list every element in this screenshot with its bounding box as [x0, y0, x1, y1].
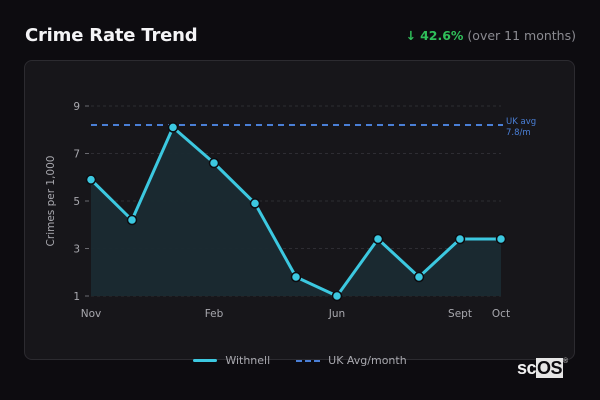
x-tick-label: Nov — [81, 308, 102, 320]
dashed-line-swatch-icon — [296, 359, 321, 362]
x-tick-label: Feb — [205, 308, 224, 320]
trend-period: (over 11 months) — [467, 28, 576, 43]
y-tick-label: 1 — [73, 291, 80, 303]
data-point[interactable] — [290, 271, 302, 283]
x-tick-label: Jun — [328, 308, 345, 320]
data-point[interactable] — [249, 198, 261, 209]
trend-down-arrow-icon: ↓ — [405, 28, 417, 43]
legend-label: Withnell — [225, 354, 271, 367]
data-point[interactable] — [167, 122, 179, 133]
y-axis-label: Crimes per 1,000 — [45, 156, 57, 247]
data-point[interactable] — [454, 233, 466, 245]
reference-annotation-line2: 7.8/m — [506, 128, 531, 138]
chart-legend: Withnell UK Avg/month — [0, 354, 600, 367]
data-point[interactable] — [495, 233, 507, 245]
x-tick-label: Sept — [448, 308, 472, 320]
trend-summary: ↓ 42.6% (over 11 months) — [406, 28, 576, 43]
y-tick-label: 5 — [73, 196, 80, 208]
x-tick-label: Oct — [492, 308, 510, 320]
legend-item-withnell[interactable]: Withnell — [193, 354, 270, 367]
data-point[interactable] — [331, 290, 343, 302]
trend-change-value: 42.6% — [420, 28, 464, 43]
data-point-markers — [85, 122, 507, 302]
x-axis: Nov Feb Jun Sept Oct — [81, 308, 510, 320]
legend-label: UK Avg/month — [328, 354, 407, 367]
data-point[interactable] — [85, 174, 97, 185]
data-point[interactable] — [372, 233, 384, 245]
y-tick-label: 7 — [73, 149, 80, 161]
brand-logo: scOS® — [517, 358, 568, 378]
solid-line-swatch-icon — [193, 359, 218, 362]
data-point[interactable] — [208, 157, 220, 169]
series-area-fill — [91, 127, 501, 296]
y-tick-label: 3 — [73, 244, 80, 256]
page-title: Crime Rate Trend — [25, 25, 198, 46]
data-point[interactable] — [126, 214, 138, 226]
legend-item-uk-avg[interactable]: UK Avg/month — [296, 354, 407, 367]
y-tick-label: 9 — [73, 101, 80, 113]
reference-annotation-line1: UK avg — [506, 117, 536, 127]
data-point[interactable] — [413, 271, 425, 283]
y-axis: 1 3 5 7 9 — [73, 101, 89, 303]
